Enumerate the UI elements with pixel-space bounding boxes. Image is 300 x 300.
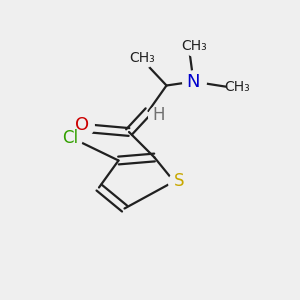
Text: CH₃: CH₃ (182, 39, 207, 52)
Text: CH₃: CH₃ (130, 52, 155, 65)
Text: Cl: Cl (62, 129, 79, 147)
Text: H: H (153, 106, 165, 124)
Text: O: O (75, 116, 90, 134)
Text: N: N (187, 73, 200, 91)
Text: S: S (174, 172, 185, 190)
Text: CH₃: CH₃ (224, 80, 250, 94)
